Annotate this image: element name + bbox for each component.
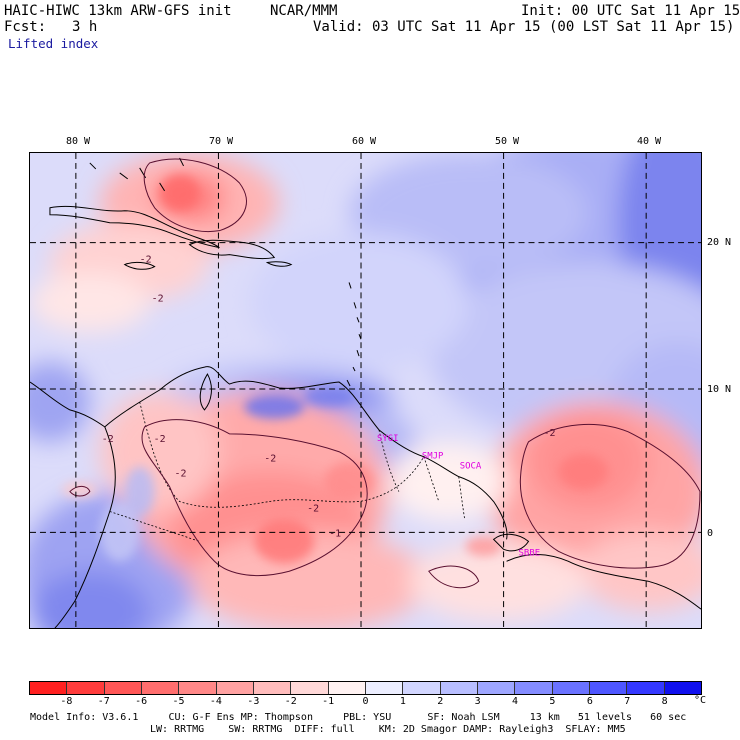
colorbar-segment [216, 682, 254, 694]
field-name: Lifted index [8, 36, 99, 51]
colorbar-unit: °C [694, 695, 707, 706]
contour-label: -2 [543, 428, 555, 439]
colorbar-tick-label: -3 [247, 696, 260, 707]
colorbar-tick-label: 3 [474, 696, 481, 707]
colorbar-segment [440, 682, 478, 694]
colorbar-tick-label: 0 [362, 696, 369, 707]
model-info-line2: LW: RRTMG SW: RRTMG DIFF: full KM: 2D Sm… [150, 724, 626, 735]
field-detail [61, 174, 609, 564]
contour-label: -2 [264, 454, 276, 465]
model-info-line1: Model Info: V3.6.1 CU: G-F Ens MP: Thomp… [30, 712, 687, 723]
colorbar-segment [477, 682, 516, 694]
colorbar-tick-label: 5 [549, 696, 556, 707]
lat-label: 0 [707, 528, 714, 539]
lon-label: 40 W [637, 136, 662, 147]
contour-label: -2 [307, 503, 319, 514]
political-borders [109, 401, 466, 542]
lifted-index-map: -2 -2 -2 -2 -2 -2 -2 -1 -2 SYGI SMJP SOC… [29, 152, 702, 629]
colorbar-tick-label: 6 [586, 696, 593, 707]
coastlines [30, 157, 701, 628]
colorbar-segment [104, 682, 142, 694]
colorbar-tick-label: -5 [172, 696, 185, 707]
station-label: SYGI [377, 434, 399, 444]
colorbar-segment [291, 682, 329, 694]
model-title: HAIC-HIWC 13km ARW-GFS init [4, 3, 232, 19]
colorbar-segment [664, 682, 701, 694]
lon-label: 70 W [209, 136, 234, 147]
colorbar [29, 681, 702, 695]
colorbar-tick-label: 8 [661, 696, 668, 707]
contour-label: -2 [102, 434, 114, 445]
forecast-label: Fcst: [4, 19, 47, 35]
colorbar-tick-label: -1 [322, 696, 335, 707]
station-label: SOCA [460, 462, 482, 472]
colorbar-segment [30, 682, 68, 694]
colorbar-segment [403, 682, 441, 694]
field-fill [30, 153, 701, 628]
contour-label: -1 [329, 528, 341, 539]
colorbar-tick-label: -7 [97, 696, 110, 707]
colorbar-segment [515, 682, 553, 694]
colorbar-segment [627, 682, 665, 694]
colorbar-tick-label: 7 [624, 696, 631, 707]
colorbar-tick-label: 4 [512, 696, 519, 707]
lat-label: 20 N [707, 237, 732, 248]
colorbar-tick-label: 1 [399, 696, 406, 707]
colorbar-tick-label: -6 [135, 696, 148, 707]
colorbar-segment [552, 682, 590, 694]
contour-label: -2 [140, 255, 152, 266]
forecast-hour: 3 h [72, 19, 98, 35]
contour-lines [69, 158, 701, 589]
lon-label: 80 W [66, 136, 91, 147]
colorbar-tick-label: -2 [284, 696, 297, 707]
colorbar-segment [253, 682, 292, 694]
lat-lon-grid [30, 153, 701, 628]
lon-label: 50 W [495, 136, 520, 147]
contour-label: -2 [175, 469, 187, 480]
colorbar-segment [328, 682, 366, 694]
station-label: SMJP [422, 452, 444, 462]
center-label: NCAR/MMM [270, 3, 338, 19]
colorbar-segment [67, 682, 105, 694]
station-labels: SYGI SMJP SOCA SBBE [377, 434, 540, 559]
lon-label: 60 W [352, 136, 377, 147]
colorbar-segment [141, 682, 180, 694]
contour-label-group: -2 -2 -2 -2 -2 -2 -2 -1 -2 [102, 255, 556, 540]
valid-time: Valid: 03 UTC Sat 11 Apr 15 (00 LST Sat … [313, 19, 735, 35]
colorbar-tick-label: -4 [209, 696, 222, 707]
colorbar-tick-label: 2 [437, 696, 444, 707]
init-time: Init: 00 UTC Sat 11 Apr 15 [521, 3, 740, 19]
colorbar-segment [365, 682, 404, 694]
contour-label: -2 [152, 293, 164, 304]
station-label: SBBE [519, 548, 541, 558]
colorbar-segment [179, 682, 217, 694]
lat-label: 10 N [707, 384, 732, 395]
colorbar-segment [589, 682, 628, 694]
contour-label: -2 [154, 434, 166, 445]
colorbar-tick-label: -8 [60, 696, 73, 707]
